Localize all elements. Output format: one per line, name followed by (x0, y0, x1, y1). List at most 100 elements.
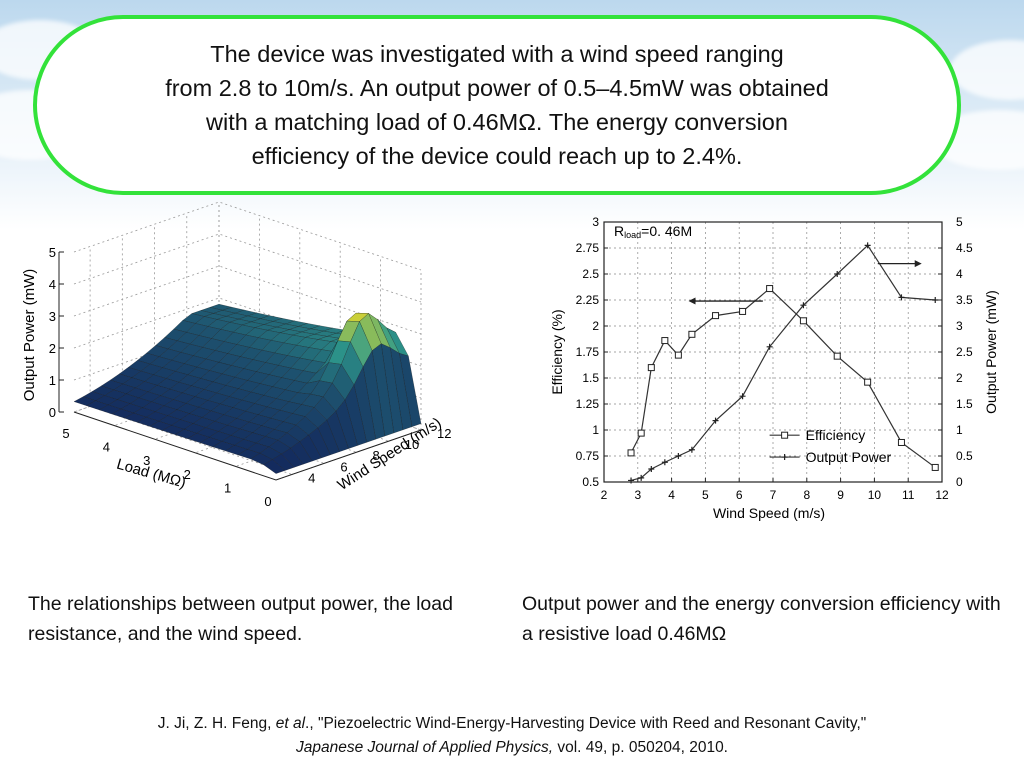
line-chart-svg: 2 3 4 5 6 7 8 9 10 11 12 0.5 0.75 1 1.25 1.5 1.75 2 2.25 2.… (549, 215, 999, 521)
x-tick-label: 11 (902, 488, 915, 502)
grid-line (73, 201, 422, 271)
line-chart: 2 3 4 5 6 7 8 9 10 11 12 0.5 0.75 1 1.25 1.5 1.75 2 2.25 2.… (540, 210, 1020, 530)
y-right-tick-label: 0.5 (956, 449, 973, 463)
y-tick-label: 6 (340, 459, 347, 474)
efficiency-point (864, 378, 872, 386)
arrow-right-head (914, 260, 922, 268)
summary-text: The device was investigated with a wind … (87, 37, 907, 173)
output-power-point (898, 294, 905, 301)
summary-line: with a matching load of 0.46MΩ. The ener… (206, 109, 788, 135)
summary-line: efficiency of the device could reach up … (251, 143, 743, 169)
output-power-point (766, 343, 773, 350)
x-tick-label: 2 (184, 467, 191, 482)
legend-label: Efficiency (806, 427, 866, 443)
y-tick-label: 8 (373, 448, 380, 463)
output-power-point (638, 474, 645, 481)
surface-chart: 0 1 2 3 4 5 5 4 3 2 1 0 4 6 8 10 12 Output Power (mW) Load… (14, 190, 484, 520)
y-right-tick-label: 5 (956, 215, 963, 229)
summary-line: The device was investigated with a wind … (210, 41, 784, 67)
y-right-tick-label: 2.5 (956, 345, 973, 359)
x-tick-label: 0 (264, 494, 271, 509)
efficiency-point (833, 352, 841, 360)
x-tick-label: 7 (770, 488, 777, 502)
z-axis-label: Output Power (mW) (21, 269, 38, 402)
x-tick-label: 6 (736, 488, 743, 502)
citation-rest: vol. 49, p. 050204, 2010. (553, 739, 728, 756)
summary-line: from 2.8 to 10m/s. An output power of 0.… (165, 75, 829, 101)
citation-line-1: J. Ji, Z. H. Feng, et al., "Piezoelectri… (20, 712, 1004, 736)
y-right-tick-label: 2 (956, 371, 963, 385)
x-axis-label: Load (MΩ) (115, 456, 188, 492)
summary-bubble: The device was investigated with a wind … (33, 15, 961, 195)
x-tick-label: 5 (702, 488, 709, 502)
series-line-output-power (630, 244, 936, 482)
x-tick-label: 12 (935, 488, 949, 502)
y-left-tick-label: 1 (592, 423, 599, 437)
x-tick-label: 2 (601, 488, 608, 502)
y-left-tick-label: 1.5 (582, 371, 599, 385)
x-tick-label: 5 (62, 426, 69, 441)
output-power-point (834, 271, 841, 277)
y-left-tick-label: 1.75 (576, 345, 600, 359)
x-tick-label: 3 (143, 453, 150, 468)
x-tick-label: 10 (868, 488, 882, 502)
y-right-axis-label: Output Power (mW) (983, 290, 999, 414)
citation-etal: et al (275, 715, 306, 732)
output-power-point (688, 446, 695, 453)
output-power-point (675, 453, 682, 459)
output-power-point (648, 466, 655, 472)
citation-authors: J. Ji, Z. H. Feng, (157, 715, 276, 732)
output-power-point (739, 393, 746, 400)
efficiency-point (627, 449, 635, 457)
x-tick-label: 4 (668, 488, 675, 502)
y-tick-label: 4 (308, 470, 315, 485)
series-line-efficiency (630, 287, 936, 468)
y-left-tick-label: 2.25 (576, 293, 600, 307)
y-right-tick-label: 3 (956, 319, 963, 333)
output-power-point (628, 477, 635, 484)
x-tick-label: 9 (837, 488, 844, 502)
arrow-left-head (688, 297, 696, 305)
x-tick-label: 1 (224, 480, 231, 495)
x-tick-label: 8 (803, 488, 810, 502)
y-left-tick-label: 0.75 (576, 449, 600, 463)
efficiency-point (897, 438, 905, 446)
y-left-axis-label: Efficiency (%) (549, 309, 565, 394)
z-tick-label: 5 (49, 245, 56, 260)
y-right-tick-label: 1.5 (956, 397, 973, 411)
efficiency-point (766, 285, 774, 293)
caption-surface: The relationships between output power, … (28, 593, 453, 645)
efficiency-point (931, 463, 939, 471)
caption-line: Output power and the energy conversion e… (522, 593, 1001, 645)
efficiency-point (661, 337, 669, 345)
y-left-tick-label: 2 (592, 319, 599, 333)
citation-line-2: Japanese Journal of Applied Physics, vol… (20, 736, 1004, 760)
x-axis-label: Wind Speed (m/s) (713, 505, 825, 521)
output-power-point (712, 417, 719, 424)
y-left-tick-label: 2.75 (576, 241, 600, 255)
citation-journal: Japanese Journal of Applied Physics, (295, 739, 554, 756)
output-power-point (800, 302, 807, 309)
efficiency-point (647, 364, 655, 372)
z-tick-label: 2 (49, 341, 56, 356)
y-right-tick-label: 4.5 (956, 241, 973, 255)
y-tick-label: 10 (405, 437, 419, 452)
efficiency-point (674, 351, 682, 359)
z-tick-label: 0 (49, 405, 56, 420)
y-right-tick-label: 4 (956, 267, 963, 281)
legend-marker-plus (781, 454, 788, 461)
y-tick-label: 12 (437, 426, 451, 441)
z-tick-label: 3 (49, 309, 56, 324)
output-power-point (932, 297, 939, 303)
y-left-tick-label: 1.25 (576, 397, 600, 411)
output-power-point (661, 459, 668, 466)
y-left-tick-label: 2.5 (582, 267, 599, 281)
x-tick-label: 3 (634, 488, 641, 502)
x-tick-label: 4 (103, 440, 110, 455)
efficiency-point (712, 312, 720, 320)
efficiency-point (739, 307, 747, 315)
y-left-tick-label: 3 (592, 215, 599, 229)
y-left-tick-label: 0.5 (582, 475, 599, 489)
efficiency-point (799, 317, 807, 325)
